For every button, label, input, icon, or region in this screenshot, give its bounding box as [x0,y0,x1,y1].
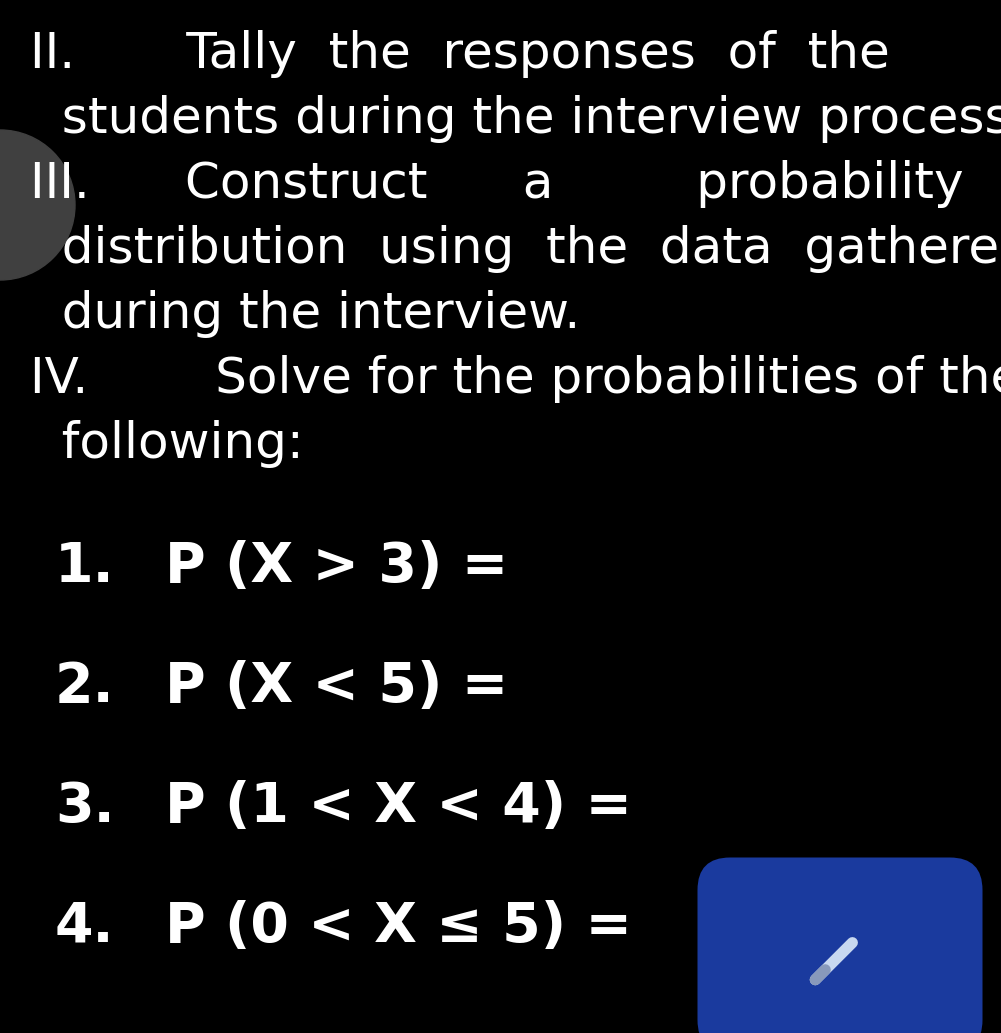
Text: 3.: 3. [55,780,115,834]
Text: during the interview.: during the interview. [30,290,581,338]
Text: IV.        Solve for the probabilities of the: IV. Solve for the probabilities of the [30,355,1001,403]
Text: III.      Construct      a         probability: III. Construct a probability [30,160,964,208]
Text: following:: following: [30,420,303,468]
Text: 4.: 4. [55,900,114,954]
FancyBboxPatch shape [698,857,983,1033]
Text: 1.: 1. [55,540,115,594]
Text: distribution  using  the  data  gathered: distribution using the data gathered [30,225,1001,273]
Circle shape [0,130,75,280]
Text: II.       Tally  the  responses  of  the: II. Tally the responses of the [30,30,890,79]
Text: students during the interview process.: students during the interview process. [30,95,1001,143]
Text: P (1 < X < 4) =: P (1 < X < 4) = [165,780,632,834]
Text: P (X < 5) =: P (X < 5) = [165,660,509,714]
Text: P (0 < X ≤ 5) =: P (0 < X ≤ 5) = [165,900,632,954]
Text: 2.: 2. [55,660,115,714]
Text: P (X > 3) =: P (X > 3) = [165,540,509,594]
